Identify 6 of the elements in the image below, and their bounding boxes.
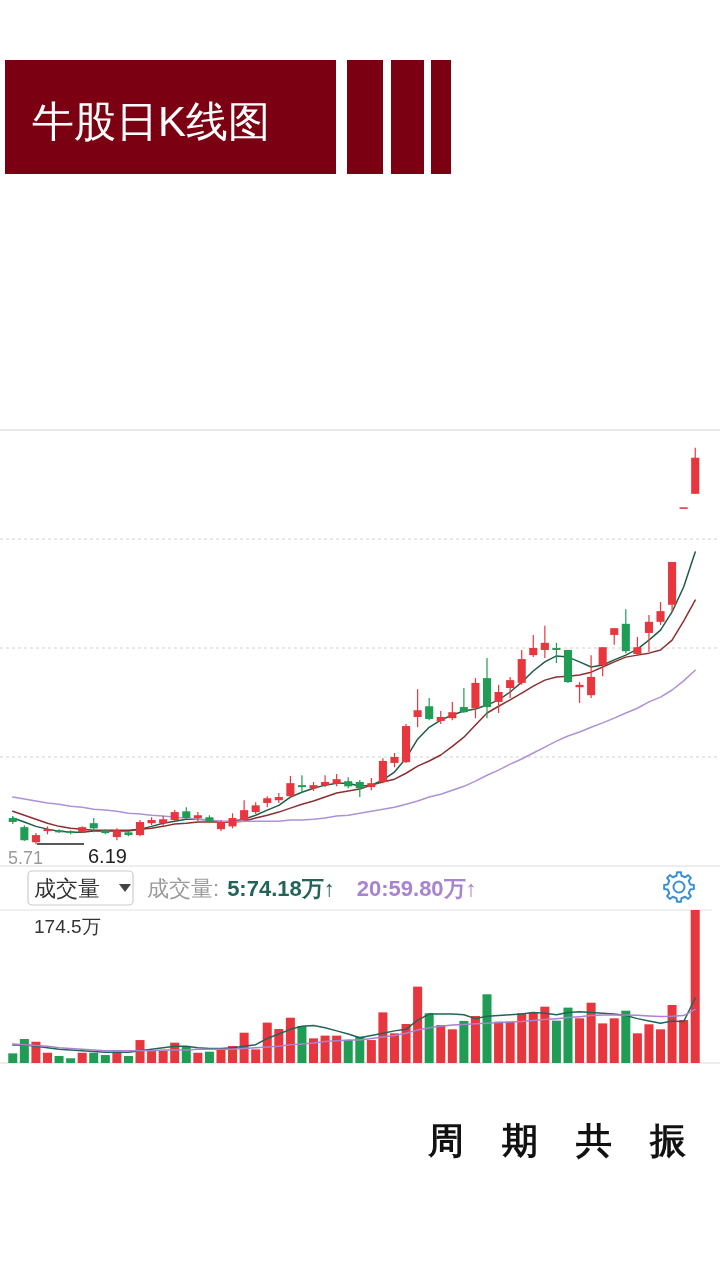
annotation: 5.71 [8,848,44,868]
annotation: 周 期 共 振 [428,1120,700,1161]
legend: 成交量: 5:74.18万↑ 20:59.80万↑ [147,876,477,901]
annotation: 成交量 [34,876,100,901]
annotation: 174.5万 [34,916,101,937]
title: 牛股日K线图 [32,98,270,145]
